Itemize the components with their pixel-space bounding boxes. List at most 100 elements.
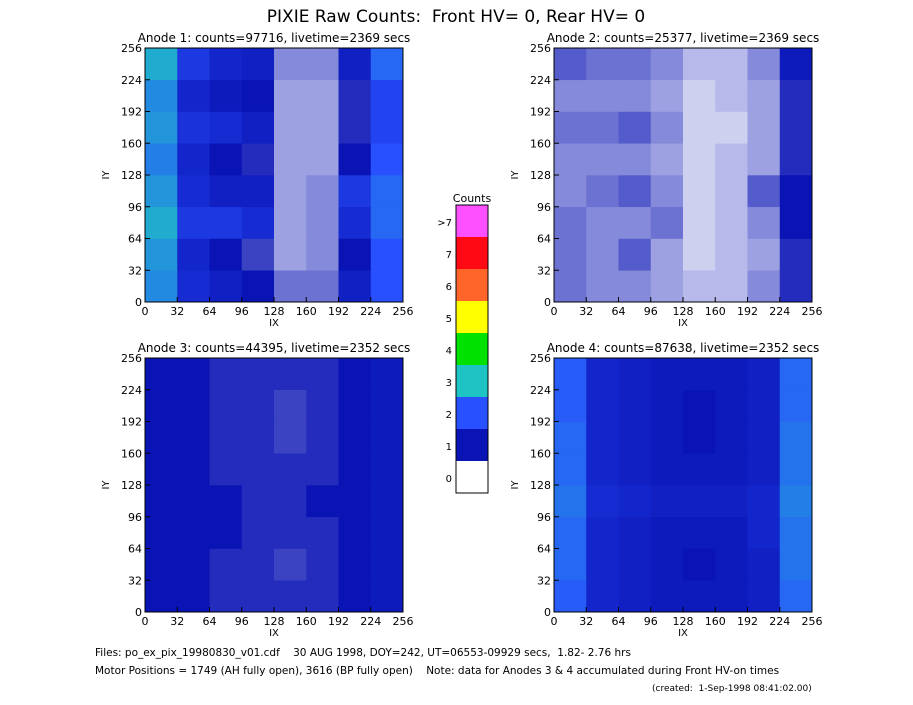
heatmap-cell bbox=[747, 238, 781, 271]
y-axis-label: IY bbox=[101, 170, 112, 180]
colorbar-label: 5 bbox=[446, 314, 452, 325]
heatmap-cell bbox=[370, 516, 404, 549]
x-tick-label: 224 bbox=[360, 305, 381, 318]
heatmap-cell bbox=[715, 516, 748, 549]
y-tick-label: 64 bbox=[537, 233, 551, 246]
heatmap-cell bbox=[586, 206, 619, 239]
heatmap-cell bbox=[715, 79, 748, 112]
heatmap-cell bbox=[274, 516, 307, 549]
heatmap-cell bbox=[618, 111, 652, 144]
heatmap-cell bbox=[747, 485, 781, 518]
heatmap-cell bbox=[554, 485, 587, 518]
heatmap-cell bbox=[586, 421, 619, 454]
y-tick-label: 160 bbox=[530, 137, 551, 150]
heatmap-cell bbox=[338, 389, 372, 422]
y-tick-label: 0 bbox=[135, 296, 142, 309]
heatmap-cell bbox=[618, 485, 652, 518]
x-tick-label: 224 bbox=[360, 615, 381, 628]
heatmap-cell bbox=[177, 421, 210, 454]
heatmap-cell bbox=[274, 548, 307, 581]
x-tick-label: 32 bbox=[170, 305, 184, 318]
heatmap-cell bbox=[177, 453, 210, 486]
heatmap-cell bbox=[274, 238, 307, 271]
heatmap-cell bbox=[683, 389, 716, 422]
heatmap-cell bbox=[683, 358, 716, 391]
x-tick-label: 256 bbox=[802, 615, 823, 628]
heatmap-cell bbox=[650, 389, 684, 422]
heatmap-cell bbox=[241, 485, 275, 518]
y-tick-label: 0 bbox=[544, 296, 551, 309]
heatmap-cell bbox=[586, 389, 619, 422]
heatmap-cell bbox=[274, 580, 307, 613]
heatmap-cell bbox=[650, 548, 684, 581]
heatmap-cell bbox=[554, 421, 587, 454]
heatmap-cell bbox=[683, 143, 716, 176]
heatmap-cell bbox=[209, 516, 243, 549]
heatmap-cell bbox=[650, 143, 684, 176]
heatmap-cell bbox=[586, 111, 619, 144]
y-tick-label: 128 bbox=[121, 479, 142, 492]
heatmap-cell bbox=[779, 143, 813, 176]
heatmap-cell bbox=[241, 111, 275, 144]
x-tick-label: 256 bbox=[393, 305, 414, 318]
heatmap-cell bbox=[274, 453, 307, 486]
x-tick-label: 64 bbox=[612, 305, 626, 318]
heatmap-cell bbox=[306, 389, 339, 422]
colorbar-frame bbox=[455, 204, 489, 494]
heatmap-cell bbox=[209, 79, 243, 112]
heatmap-cell bbox=[145, 358, 178, 391]
heatmap-cell bbox=[274, 485, 307, 518]
heatmap-cell bbox=[618, 79, 652, 112]
colorbar-label: 4 bbox=[446, 346, 452, 357]
y-tick-label: 64 bbox=[128, 233, 142, 246]
heatmap-cell bbox=[177, 48, 210, 81]
colorbar-label: 2 bbox=[446, 410, 452, 421]
heatmap-cell bbox=[683, 206, 716, 239]
heatmap-cell bbox=[370, 48, 404, 81]
heatmap-cell bbox=[779, 485, 813, 518]
heatmap-cell bbox=[747, 358, 781, 391]
y-axis-label: IY bbox=[510, 480, 521, 490]
heatmap-cell bbox=[586, 79, 619, 112]
y-tick-label: 96 bbox=[128, 511, 142, 524]
heatmap-cell bbox=[370, 111, 404, 144]
heatmap-cell bbox=[241, 143, 275, 176]
heatmap-cell bbox=[306, 270, 339, 303]
y-tick-label: 160 bbox=[121, 137, 142, 150]
heatmap-cell bbox=[683, 79, 716, 112]
y-tick-label: 128 bbox=[530, 479, 551, 492]
heatmap-cell bbox=[241, 79, 275, 112]
heatmap-cell bbox=[241, 358, 275, 391]
heatmap-cell bbox=[209, 238, 243, 271]
heatmap-cell bbox=[618, 580, 652, 613]
x-tick-label: 128 bbox=[264, 305, 285, 318]
heatmap-cell bbox=[554, 358, 587, 391]
y-tick-label: 32 bbox=[537, 264, 551, 277]
heatmap-cell bbox=[747, 48, 781, 81]
heatmap-cell bbox=[177, 206, 210, 239]
x-tick-label: 64 bbox=[203, 615, 217, 628]
colorbar-label: >7 bbox=[437, 218, 452, 229]
heatmap-cell bbox=[241, 389, 275, 422]
heatmap-cell bbox=[306, 580, 339, 613]
heatmap-cell bbox=[747, 389, 781, 422]
colorbar-label: 0 bbox=[446, 474, 452, 485]
footer-line: (created: 1-Sep-1998 08:41:02.00) bbox=[652, 684, 812, 694]
heatmap-cell bbox=[209, 453, 243, 486]
heatmap-cell bbox=[747, 206, 781, 239]
heatmap-cell bbox=[306, 48, 339, 81]
colorbar-label: 6 bbox=[446, 282, 452, 293]
x-tick-label: 32 bbox=[579, 615, 593, 628]
heatmap-cell bbox=[554, 48, 587, 81]
x-tick-label: 256 bbox=[393, 615, 414, 628]
heatmap-cell bbox=[715, 143, 748, 176]
heatmap-cell bbox=[650, 238, 684, 271]
heatmap-cell bbox=[177, 238, 210, 271]
heatmap-cell bbox=[306, 516, 339, 549]
heatmap-cell bbox=[306, 143, 339, 176]
page-title: PIXIE Raw Counts: Front HV= 0, Rear HV= … bbox=[267, 7, 645, 27]
colorbar-swatch bbox=[456, 365, 488, 397]
y-tick-label: 32 bbox=[128, 574, 142, 587]
heatmap-cell bbox=[306, 485, 339, 518]
heatmap-cell bbox=[779, 270, 813, 303]
